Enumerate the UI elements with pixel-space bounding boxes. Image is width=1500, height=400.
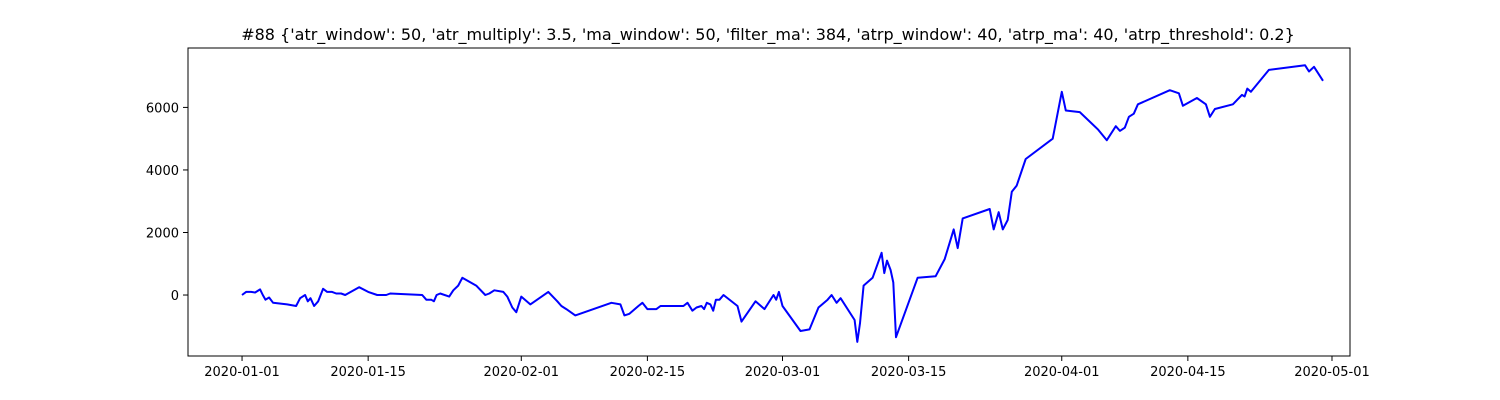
y-axis: 0 2000 4000 6000 xyxy=(146,101,188,304)
y-tick-label: 2000 xyxy=(146,226,179,241)
y-tick-label: 4000 xyxy=(146,164,179,179)
x-tick-label: 2020-04-01 xyxy=(1024,365,1100,380)
plot-frame xyxy=(187,47,1351,357)
x-axis: 2020-01-01 2020-01-15 2020-02-01 2020-02-15… xyxy=(204,356,1370,380)
x-tick-label: 2020-01-01 xyxy=(204,365,280,380)
chart-title: #88 {'atr_window': 50, 'atr_multiply': 3… xyxy=(241,25,1295,45)
x-tick-label: 2020-03-01 xyxy=(745,365,821,380)
series-line xyxy=(241,64,1324,343)
x-tick-label: 2020-04-15 xyxy=(1150,365,1226,380)
y-tick-label: 0 xyxy=(171,289,179,304)
x-tick-label: 2020-02-01 xyxy=(484,365,560,380)
x-tick-label: 2020-05-01 xyxy=(1294,365,1370,380)
x-tick-label: 2020-03-15 xyxy=(871,365,947,380)
x-tick-label: 2020-01-15 xyxy=(330,365,406,380)
x-tick-label: 2020-02-15 xyxy=(610,365,686,380)
y-tick-label: 6000 xyxy=(146,101,179,116)
